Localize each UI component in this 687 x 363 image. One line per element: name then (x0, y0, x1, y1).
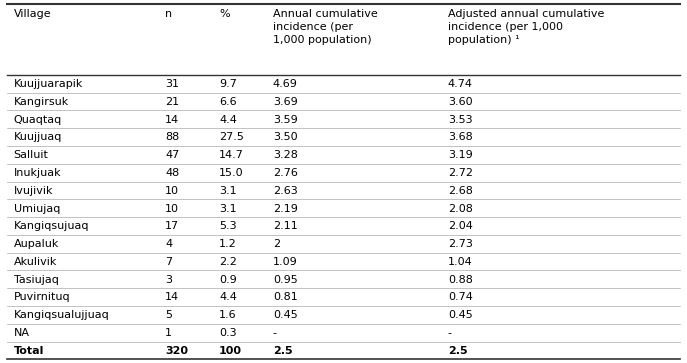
Text: 15.0: 15.0 (219, 168, 244, 178)
Text: 2: 2 (273, 239, 280, 249)
Text: 1.2: 1.2 (219, 239, 237, 249)
Text: 3.59: 3.59 (273, 115, 297, 125)
Text: 1: 1 (165, 328, 172, 338)
Text: 31: 31 (165, 79, 179, 89)
Text: 9.7: 9.7 (219, 79, 237, 89)
Text: Akulivik: Akulivik (14, 257, 57, 267)
Text: 4: 4 (165, 239, 172, 249)
Text: Village: Village (14, 9, 52, 19)
Text: 21: 21 (165, 97, 179, 107)
Text: 17: 17 (165, 221, 179, 231)
Text: 48: 48 (165, 168, 179, 178)
Text: 0.45: 0.45 (448, 310, 473, 320)
Text: 3.1: 3.1 (219, 186, 236, 196)
Text: 1.6: 1.6 (219, 310, 236, 320)
Text: 3.53: 3.53 (448, 115, 473, 125)
Text: NA: NA (14, 328, 30, 338)
Text: 2.5: 2.5 (448, 346, 467, 356)
Text: Annual cumulative
incidence (per
1,000 population): Annual cumulative incidence (per 1,000 p… (273, 9, 378, 45)
Text: 88: 88 (165, 132, 179, 142)
Text: 2.5: 2.5 (273, 346, 293, 356)
Text: 4.4: 4.4 (219, 293, 237, 302)
Text: 100: 100 (219, 346, 242, 356)
Text: Umiujaq: Umiujaq (14, 204, 60, 213)
Text: n: n (165, 9, 172, 19)
Text: %: % (219, 9, 229, 19)
Text: 10: 10 (165, 204, 179, 213)
Text: 2.11: 2.11 (273, 221, 297, 231)
Text: 4.4: 4.4 (219, 115, 237, 125)
Text: Ivujivik: Ivujivik (14, 186, 53, 196)
Text: 0.9: 0.9 (219, 275, 237, 285)
Text: Aupaluk: Aupaluk (14, 239, 59, 249)
Text: 2.19: 2.19 (273, 204, 297, 213)
Text: 1.04: 1.04 (448, 257, 473, 267)
Text: 0.95: 0.95 (273, 275, 297, 285)
Text: 47: 47 (165, 150, 179, 160)
Text: 2.73: 2.73 (448, 239, 473, 249)
Text: 320: 320 (165, 346, 188, 356)
Text: 2.72: 2.72 (448, 168, 473, 178)
Text: Kangiqsujuaq: Kangiqsujuaq (14, 221, 89, 231)
Text: 2.63: 2.63 (273, 186, 297, 196)
Text: 3.28: 3.28 (273, 150, 297, 160)
Text: 3.19: 3.19 (448, 150, 473, 160)
Text: 0.45: 0.45 (273, 310, 297, 320)
Text: 3.68: 3.68 (448, 132, 473, 142)
Text: 5.3: 5.3 (219, 221, 236, 231)
Text: Kuujjuaq: Kuujjuaq (14, 132, 62, 142)
Text: -: - (273, 328, 277, 338)
Text: Puvirnituq: Puvirnituq (14, 293, 70, 302)
Text: Salluit: Salluit (14, 150, 49, 160)
Text: 4.74: 4.74 (448, 79, 473, 89)
Text: 14.7: 14.7 (219, 150, 244, 160)
Text: 1.09: 1.09 (273, 257, 297, 267)
Text: 4.69: 4.69 (273, 79, 297, 89)
Text: Tasiujaq: Tasiujaq (14, 275, 58, 285)
Text: 2.68: 2.68 (448, 186, 473, 196)
Text: Kangirsuk: Kangirsuk (14, 97, 69, 107)
Text: 3.60: 3.60 (448, 97, 473, 107)
Text: Inukjuak: Inukjuak (14, 168, 61, 178)
Text: 2.04: 2.04 (448, 221, 473, 231)
Text: 0.3: 0.3 (219, 328, 236, 338)
Text: 3: 3 (165, 275, 172, 285)
Text: 3.50: 3.50 (273, 132, 297, 142)
Text: 5: 5 (165, 310, 172, 320)
Text: 10: 10 (165, 186, 179, 196)
Text: 0.81: 0.81 (273, 293, 297, 302)
Text: 14: 14 (165, 115, 179, 125)
Text: 2.08: 2.08 (448, 204, 473, 213)
Text: Kuujjuarapik: Kuujjuarapik (14, 79, 83, 89)
Text: Quaqtaq: Quaqtaq (14, 115, 62, 125)
Text: 3.69: 3.69 (273, 97, 297, 107)
Text: Adjusted annual cumulative
incidence (per 1,000
population) ¹: Adjusted annual cumulative incidence (pe… (448, 9, 605, 45)
Text: 0.74: 0.74 (448, 293, 473, 302)
Text: 3.1: 3.1 (219, 204, 236, 213)
Text: 7: 7 (165, 257, 172, 267)
Text: 2.76: 2.76 (273, 168, 297, 178)
Text: 2.2: 2.2 (219, 257, 237, 267)
Text: 14: 14 (165, 293, 179, 302)
Text: 27.5: 27.5 (219, 132, 244, 142)
Text: Kangiqsualujjuaq: Kangiqsualujjuaq (14, 310, 109, 320)
Text: Total: Total (14, 346, 44, 356)
Text: 6.6: 6.6 (219, 97, 236, 107)
Text: -: - (448, 328, 452, 338)
Text: 0.88: 0.88 (448, 275, 473, 285)
